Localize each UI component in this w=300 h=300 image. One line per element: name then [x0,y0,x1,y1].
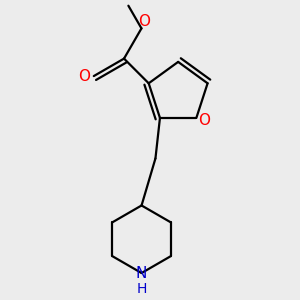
Text: O: O [78,69,90,84]
Text: O: O [198,113,210,128]
Text: H: H [136,282,147,296]
Text: N: N [136,266,147,280]
Text: O: O [138,14,150,29]
